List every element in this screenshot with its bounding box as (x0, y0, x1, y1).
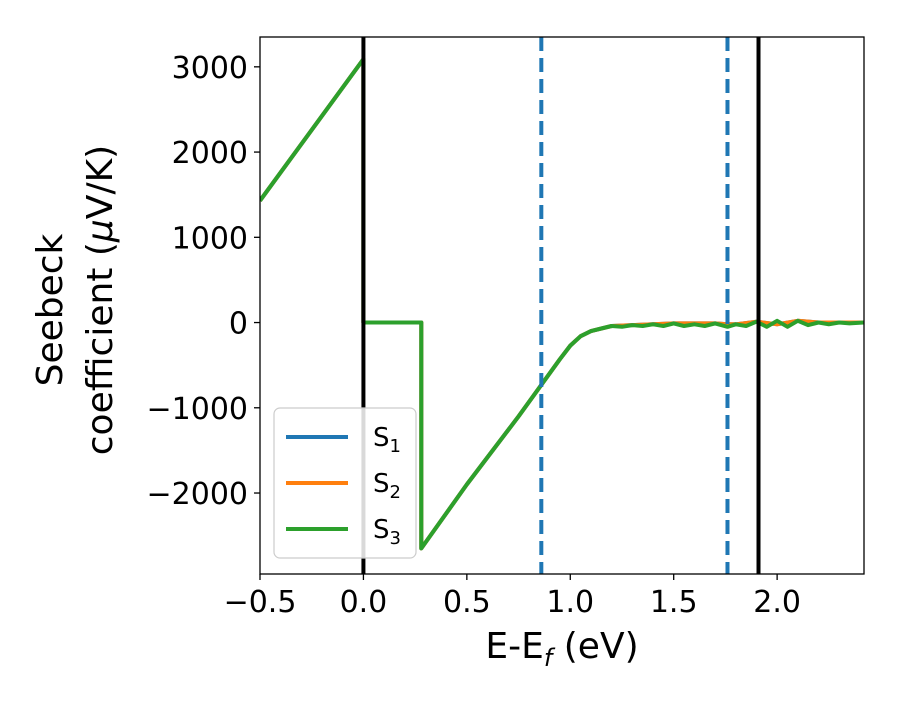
x-axis-ticks: −0.5 0.0 0.5 1.0 1.5 2.0 (224, 574, 801, 620)
legend: S1 S2 S3 (273, 407, 417, 559)
y-tick-label: 3000 (172, 51, 248, 86)
legend-label-1: S1 (373, 423, 401, 457)
y-axis-ticks: −2000 −1000 0 1000 2000 3000 (147, 51, 260, 512)
y-axis-title-line2: coefficient (μV/K) (80, 145, 121, 455)
series-line-3 (260, 57, 864, 551)
y-tick-label: 2000 (172, 136, 248, 171)
x-tick-label: 2.0 (753, 585, 801, 620)
legend-label-3: S3 (373, 515, 401, 549)
y-tick-label: −2000 (147, 477, 248, 512)
legend-label-2: S2 (373, 469, 401, 503)
plot-frame (259, 36, 865, 575)
y-axis-title-line1: Seebeck (30, 233, 71, 386)
x-axis-title: E-Ef (eV) (485, 626, 638, 672)
y-tick-label: 0 (229, 307, 248, 342)
y-tick-label: −1000 (147, 392, 248, 427)
x-tick-label: 1.0 (546, 585, 594, 620)
y-tick-label: 1000 (172, 221, 248, 256)
x-tick-label: 0.5 (443, 585, 491, 620)
x-tick-label: 1.5 (650, 585, 698, 620)
x-tick-label: −0.5 (224, 585, 297, 620)
series-layer (260, 57, 864, 551)
x-tick-label: 0.0 (340, 585, 388, 620)
